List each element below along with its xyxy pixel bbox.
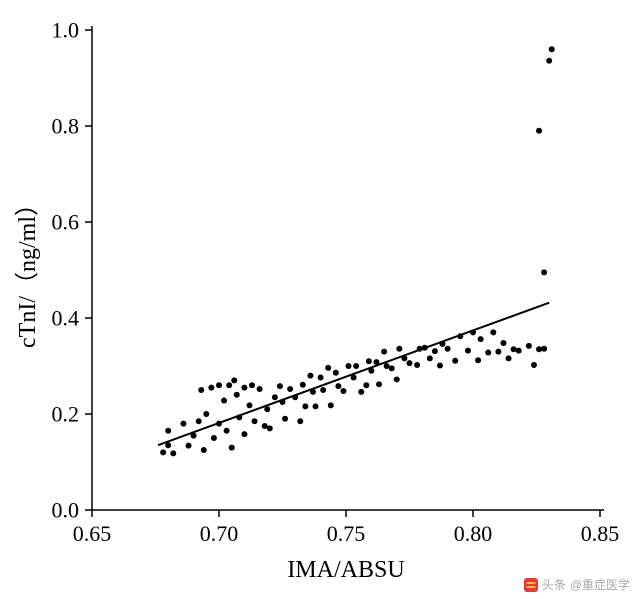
data-point <box>325 365 331 371</box>
data-point <box>249 382 255 388</box>
data-point <box>353 363 359 369</box>
data-point <box>203 411 209 417</box>
data-point <box>490 329 496 335</box>
y-tick-label: 0.4 <box>52 306 80 331</box>
data-point <box>366 358 372 364</box>
data-point <box>358 389 364 395</box>
watermark-user: @重症医学 <box>570 576 630 593</box>
data-point <box>376 381 382 387</box>
data-point <box>452 358 458 364</box>
data-point <box>201 447 207 453</box>
data-point <box>335 383 341 389</box>
data-point <box>363 382 369 388</box>
data-point <box>297 418 303 424</box>
watermark-prefix: 头条 <box>542 576 566 593</box>
x-tick-label: 0.70 <box>200 521 239 546</box>
data-point <box>226 382 232 388</box>
data-point <box>536 128 542 134</box>
data-point <box>231 377 237 383</box>
data-point <box>196 418 202 424</box>
data-point <box>511 346 517 352</box>
y-tick-label: 1.0 <box>52 18 80 43</box>
y-tick-label: 0.6 <box>52 210 80 235</box>
data-point <box>241 385 247 391</box>
data-point <box>234 392 240 398</box>
data-point <box>407 360 413 366</box>
data-point <box>224 428 230 434</box>
data-point <box>180 421 186 427</box>
data-point <box>267 425 273 431</box>
scatter-chart: 0.65 0.70 0.75 0.80 0.85 0.0 0.2 0.4 0.6 0.8 1.0 IM… <box>0 0 640 599</box>
data-point <box>165 428 171 434</box>
data-point <box>160 449 166 455</box>
data-point <box>318 375 324 381</box>
data-point <box>541 269 547 275</box>
data-point <box>495 349 501 355</box>
data-point <box>394 376 400 382</box>
data-point <box>287 386 293 392</box>
data-point <box>536 346 542 352</box>
data-point <box>211 435 217 441</box>
data-point <box>549 46 555 52</box>
y-axis-label: cTnI/（ng/ml） <box>15 192 41 348</box>
y-tick-label: 0.2 <box>52 402 80 427</box>
data-point <box>208 385 214 391</box>
data-point <box>389 365 395 371</box>
toutiao-watermark: 头条 @重症医学 <box>524 576 630 593</box>
data-point <box>541 346 547 352</box>
y-tick-label: 0.0 <box>52 498 80 523</box>
data-point <box>186 443 192 449</box>
data-point <box>346 363 352 369</box>
data-point <box>381 349 387 355</box>
data-point <box>272 394 278 400</box>
x-axis-label: IMA/ABSU <box>287 557 404 583</box>
data-point <box>198 387 204 393</box>
data-point <box>485 350 491 356</box>
data-point <box>313 403 319 409</box>
x-tick-label: 0.80 <box>454 521 493 546</box>
data-point <box>333 370 339 376</box>
data-point <box>546 58 552 64</box>
data-point <box>328 402 334 408</box>
data-point <box>282 416 288 422</box>
data-point <box>302 403 308 409</box>
data-point <box>216 382 222 388</box>
data-point <box>396 346 402 352</box>
data-point <box>170 450 176 456</box>
data-point <box>300 382 306 388</box>
data-point <box>257 386 263 392</box>
toutiao-logo-icon <box>524 578 538 592</box>
data-point <box>465 348 471 354</box>
data-point <box>241 431 247 437</box>
data-point <box>475 357 481 363</box>
data-point <box>252 418 258 424</box>
data-point <box>437 363 443 369</box>
data-point <box>340 388 346 394</box>
data-point <box>246 402 252 408</box>
data-point <box>414 362 420 368</box>
x-tick-label: 0.65 <box>73 521 112 546</box>
data-point <box>307 373 313 379</box>
data-point <box>526 343 532 349</box>
data-point <box>478 336 484 342</box>
data-point <box>432 348 438 354</box>
data-point <box>445 346 451 352</box>
data-point <box>516 348 522 354</box>
data-point <box>320 387 326 393</box>
data-point <box>427 355 433 361</box>
data-point <box>506 355 512 361</box>
data-point <box>500 340 506 346</box>
data-point <box>221 398 227 404</box>
y-tick-label: 0.8 <box>52 114 80 139</box>
x-tick-label: 0.85 <box>581 521 620 546</box>
data-point <box>531 362 537 368</box>
data-point <box>277 383 283 389</box>
x-tick-label: 0.75 <box>327 521 366 546</box>
data-point <box>229 445 235 451</box>
